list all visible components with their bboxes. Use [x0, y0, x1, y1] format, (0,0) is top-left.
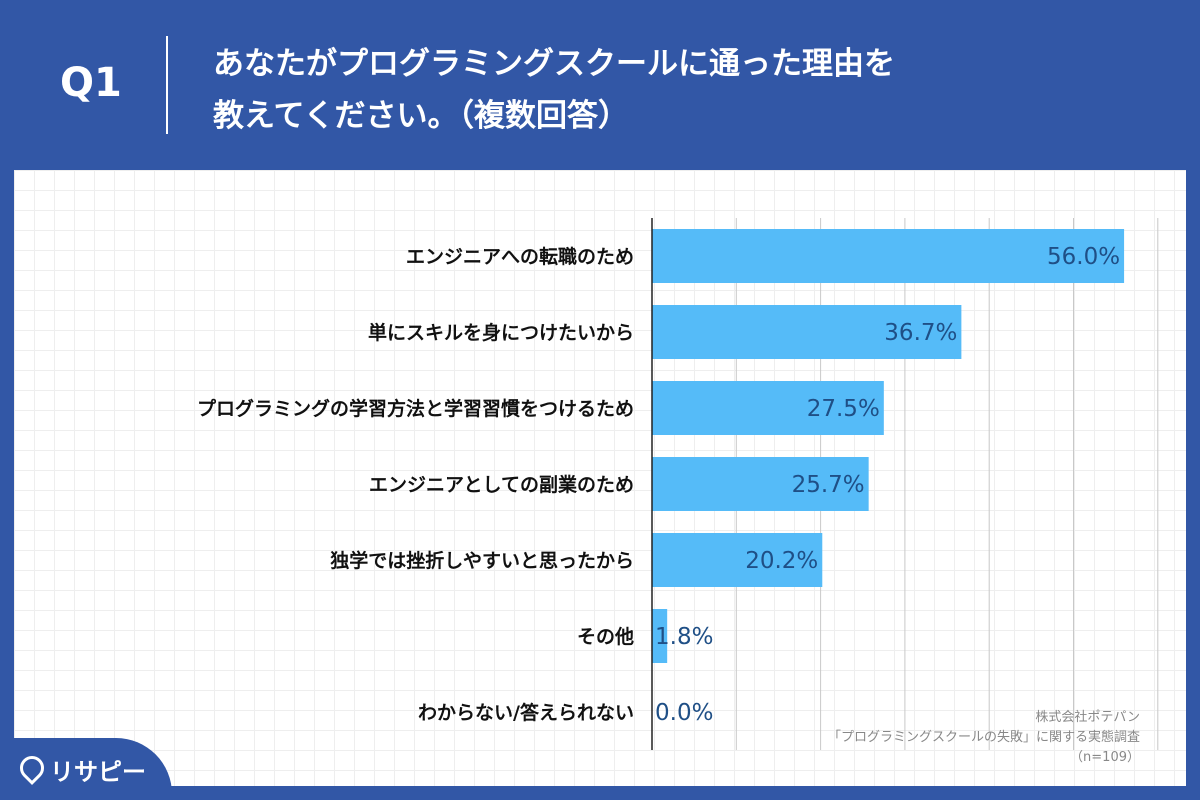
question-title-line1: あなたがプログラミングスクールに通った理由を: [213, 46, 895, 82]
brand-name: リサピー: [50, 758, 146, 786]
category-label: 単にスキルを身につけたいから: [368, 321, 634, 344]
chart-panel: エンジニアへの転職のため 56.0% 単にスキルを身につけたいから 36.7% プログラ…: [14, 170, 1186, 786]
category-label: その他: [577, 625, 634, 648]
source-note: 株式会社ポテパン 「プログラミングスクールの失敗」に関する実態調査 （n=109…: [828, 708, 1140, 768]
source-company: 株式会社ポテパン: [1035, 710, 1140, 725]
source-sample-size: （n=109）: [1070, 750, 1140, 765]
value-label: 25.7%: [792, 472, 865, 498]
header-divider: [166, 36, 168, 134]
bar-chart: エンジニアへの転職のため 56.0% 単にスキルを身につけたいから 36.7% プログラ…: [197, 218, 1159, 750]
bar: [652, 229, 1125, 283]
question-number: Q1: [60, 60, 122, 106]
value-label: 27.5%: [807, 396, 880, 422]
brand-logo: リサピー: [0, 738, 172, 800]
category-label: エンジニアへの転職のため: [406, 245, 634, 268]
bar: [652, 305, 962, 359]
value-label: 56.0%: [1047, 244, 1120, 270]
bar: [652, 381, 884, 435]
category-label: プログラミングの学習方法と学習習慣をつけるため: [197, 397, 634, 420]
value-label: 0.0%: [655, 700, 713, 726]
question-title: あなたがプログラミングスクールに通った理由を 教えてください。（複数回答）: [213, 38, 895, 142]
category-label: わからない/答えられない: [418, 701, 634, 724]
question-title-line2: 教えてください。（複数回答）: [213, 98, 630, 134]
bar: [652, 533, 823, 587]
value-label: 1.8%: [655, 624, 713, 650]
category-label: エンジニアとしての副業のため: [369, 473, 634, 496]
bar: [652, 457, 869, 511]
map-pin-icon: [15, 751, 49, 785]
value-label: 36.7%: [884, 320, 957, 346]
category-label: 独学では挫折しやすいと思ったから: [330, 549, 634, 572]
bar: [652, 609, 668, 663]
source-survey: 「プログラミングスクールの失敗」に関する実態調査: [827, 730, 1140, 745]
value-label: 20.2%: [745, 548, 818, 574]
